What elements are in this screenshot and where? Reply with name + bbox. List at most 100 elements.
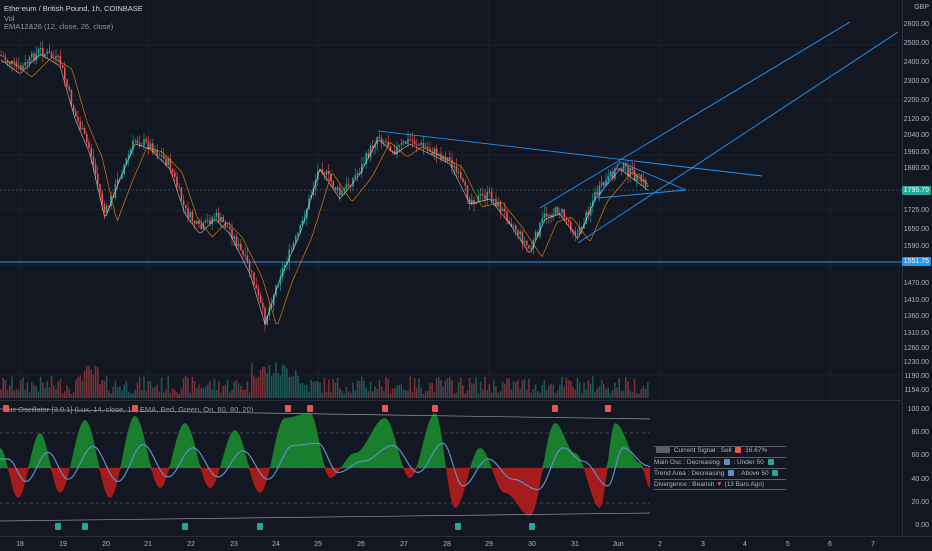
candle-body <box>585 211 587 224</box>
bearish-arrow-icon: ▼ <box>716 481 723 488</box>
volume-bar <box>446 378 449 398</box>
candle-body <box>482 194 484 196</box>
osc-tick: 0.00 <box>915 522 929 529</box>
candle-body <box>17 65 20 67</box>
pane-divider[interactable] <box>0 400 902 401</box>
volume-bar <box>295 370 297 398</box>
candle-body <box>233 236 235 239</box>
candle-body <box>526 240 528 246</box>
candle-body <box>145 139 147 142</box>
candle-body <box>121 174 123 179</box>
volume-bar <box>647 381 649 398</box>
volume-bar <box>88 365 90 398</box>
candle-body <box>26 62 29 64</box>
volume-bar <box>607 387 609 398</box>
osc-tick: 60.00 <box>911 452 929 459</box>
volume-bar <box>218 380 220 398</box>
volume-bar <box>611 390 614 398</box>
currency-label: GBP <box>914 4 929 11</box>
candle-body <box>86 134 88 142</box>
candle-body <box>273 295 275 305</box>
oscillator-chart[interactable] <box>0 401 902 536</box>
volume-bar <box>154 386 156 398</box>
candle-body <box>237 243 240 247</box>
ema-legend[interactable]: EMA12&26 (12, close, 26, close) <box>4 22 114 31</box>
volume-bar <box>473 383 475 398</box>
volume-bar <box>136 382 139 398</box>
volume-bar <box>336 377 339 398</box>
volume-bar <box>462 384 464 398</box>
volume-bar <box>57 381 59 398</box>
oscillator-axis[interactable]: 100.00 80.00 60.00 40.00 20.00 0.00 <box>902 401 932 536</box>
candle-body <box>70 90 73 106</box>
osc-tick: 40.00 <box>911 476 929 483</box>
date-tick: 24 <box>272 541 280 548</box>
candle-body <box>389 146 392 151</box>
candle-body <box>473 199 475 204</box>
candle-body <box>341 190 343 196</box>
volume-bar <box>625 376 627 398</box>
candle-body <box>154 150 156 153</box>
candle-body <box>429 148 431 152</box>
volume-bar <box>534 384 537 398</box>
volume-bar <box>402 389 405 398</box>
candle-body <box>339 187 341 196</box>
ema26-line <box>1 56 649 325</box>
candle-body <box>332 181 334 188</box>
main-osc-state: : Decreasing <box>683 459 720 466</box>
sell-signal-marker <box>285 405 291 412</box>
price-tick: 2040.00 <box>903 132 929 139</box>
candle-body <box>416 144 418 146</box>
volume-bar <box>114 380 117 398</box>
volume-legend[interactable]: Vol <box>4 14 15 23</box>
time-axis[interactable]: 18 19 20 21 22 23 24 25 26 27 28 29 30 3… <box>0 536 932 551</box>
signal-markers <box>3 405 611 530</box>
price-axis[interactable]: GBP 2600.00 2500.00 2400.00 2300.00 2200… <box>901 0 932 400</box>
volume-bar <box>48 387 51 398</box>
volume-bar <box>39 376 42 398</box>
candle-body <box>611 171 614 179</box>
candle-body <box>374 144 376 148</box>
volume-bar <box>543 380 546 398</box>
candle-body <box>515 225 517 230</box>
candle-body <box>334 187 337 190</box>
volume-bar <box>90 369 92 398</box>
volume-bar <box>435 378 438 398</box>
volume-bar <box>411 391 414 398</box>
candle-body <box>134 140 136 142</box>
volume-bar <box>286 368 288 398</box>
candle-body <box>2 55 4 57</box>
candle-body <box>156 150 158 156</box>
volume-bar <box>222 385 224 398</box>
candle-body <box>506 211 508 221</box>
price-tick: 2600.00 <box>903 21 929 28</box>
candle-body <box>226 227 229 228</box>
oscillator-legend[interactable]: Lux Oscillator [3.0.1] (Lux, 14, close, … <box>4 405 254 414</box>
candle-body <box>576 233 579 235</box>
volume-bar <box>255 378 257 398</box>
candle-body <box>633 170 636 181</box>
candle-body <box>396 146 398 155</box>
chart-symbol-title[interactable]: Ethereum / British Pound, 1h, COINBASE <box>4 4 143 13</box>
trend-area-level-swatch <box>772 470 779 477</box>
price-chart[interactable] <box>0 0 902 400</box>
candle-body <box>383 141 385 143</box>
volume-bar <box>361 376 363 398</box>
trend-area-state: : Decreasing <box>687 470 725 477</box>
volume-bar <box>149 381 152 398</box>
candle-body <box>147 141 150 149</box>
volume-bar <box>627 381 629 398</box>
candle-body <box>328 170 330 175</box>
candle-body <box>160 155 163 157</box>
sell-signal-marker <box>132 405 138 412</box>
main-osc-swatch <box>723 459 730 466</box>
volume-bar <box>471 383 473 398</box>
candle-body <box>165 158 167 165</box>
candle-body <box>490 191 493 201</box>
candle-body <box>391 150 394 152</box>
candle-body <box>627 166 629 176</box>
volume-bar <box>345 386 348 398</box>
volume-bar <box>86 365 88 398</box>
oscillator-info-panel: Current Signal : Sell 16.67% Main Osc : … <box>654 446 786 490</box>
candle-body <box>149 143 152 149</box>
